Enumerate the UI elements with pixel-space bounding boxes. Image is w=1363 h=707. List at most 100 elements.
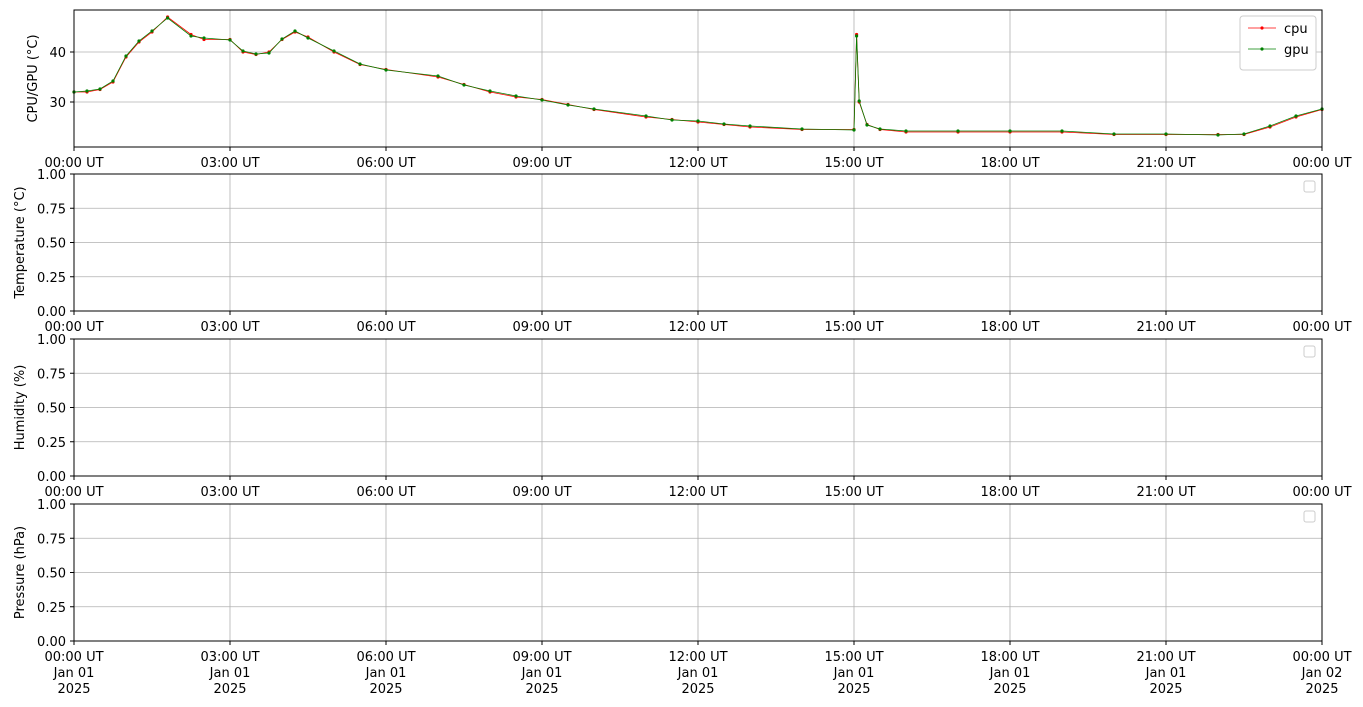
point — [852, 128, 856, 132]
point — [254, 52, 258, 56]
x-tick-label: 00:00 UT Jan 01 2025 — [44, 650, 103, 697]
x-tick-label: 06:00 UT — [356, 156, 415, 171]
point — [855, 34, 859, 38]
x-tick-label: 09:00 UT Jan 01 2025 — [512, 650, 571, 697]
y-tick-label: 0.75 — [37, 202, 66, 217]
y-tick-label: 0.25 — [37, 271, 66, 286]
point — [85, 89, 89, 93]
point — [514, 94, 518, 98]
y-tick-label: 40 — [49, 46, 66, 61]
y-axis-label: Pressure (hPa) — [13, 526, 28, 619]
point — [644, 114, 648, 118]
point — [150, 29, 154, 33]
y-tick-label: 0.75 — [37, 367, 66, 382]
x-tick-label: 15:00 UT Jan 01 2025 — [824, 650, 883, 697]
point — [1294, 114, 1298, 118]
point — [267, 51, 271, 55]
plot-frame — [73, 503, 1323, 642]
x-tick-label: 00:00 UT — [1292, 485, 1351, 500]
point — [166, 16, 170, 20]
point — [358, 62, 362, 66]
x-tick-label: 15:00 UT — [824, 156, 883, 171]
y-axis-label: Humidity (%) — [13, 365, 28, 451]
point — [280, 37, 284, 41]
point — [1008, 129, 1012, 133]
legend-marker — [1260, 47, 1264, 51]
x-tick-label: 18:00 UT — [980, 320, 1039, 335]
point — [241, 49, 245, 53]
point — [696, 119, 700, 123]
point — [202, 36, 206, 40]
x-tick-label: 18:00 UT — [980, 485, 1039, 500]
x-tick-label: 21:00 UT — [1136, 485, 1195, 500]
y-tick-label: 0.00 — [37, 305, 66, 320]
point — [332, 49, 336, 53]
x-tick-label: 12:00 UT — [668, 156, 727, 171]
plot-frame — [73, 9, 1323, 148]
point — [1268, 124, 1272, 128]
point — [137, 39, 141, 43]
y-tick-label: 30 — [49, 96, 66, 111]
point — [857, 99, 861, 103]
point — [956, 129, 960, 133]
y-tick-label: 0.00 — [37, 470, 66, 485]
x-tick-label: 21:00 UT Jan 01 2025 — [1136, 650, 1195, 697]
point — [436, 74, 440, 78]
x-tick-label: 00:00 UT — [1292, 156, 1351, 171]
x-tick-label: 15:00 UT — [824, 320, 883, 335]
point — [566, 103, 570, 107]
x-tick-label: 03:00 UT Jan 01 2025 — [200, 650, 259, 697]
point — [1060, 129, 1064, 133]
point — [592, 107, 596, 111]
point — [1112, 132, 1116, 136]
point — [124, 54, 128, 58]
x-tick-label: 21:00 UT — [1136, 320, 1195, 335]
x-tick-label: 12:00 UT — [668, 320, 727, 335]
point — [1216, 133, 1220, 137]
x-tick-label: 00:00 UT — [44, 485, 103, 500]
empty-legend — [1303, 510, 1316, 523]
point — [228, 38, 232, 42]
point — [1242, 132, 1246, 136]
plot-frame — [73, 173, 1323, 312]
x-tick-label: 18:00 UT Jan 01 2025 — [980, 650, 1039, 697]
x-tick-label: 09:00 UT — [512, 156, 571, 171]
point — [98, 87, 102, 91]
x-tick-label: 12:00 UT — [668, 485, 727, 500]
x-tick-label: 12:00 UT Jan 01 2025 — [668, 650, 727, 697]
point — [865, 123, 869, 127]
x-tick-label: 18:00 UT — [980, 156, 1039, 171]
y-tick-label: 0.75 — [37, 532, 66, 547]
point — [904, 129, 908, 133]
point — [111, 79, 115, 83]
x-tick-label: 21:00 UT — [1136, 156, 1195, 171]
x-tick-label: 03:00 UT — [200, 156, 259, 171]
point — [540, 98, 544, 102]
x-tick-label: 09:00 UT — [512, 320, 571, 335]
y-tick-label: 0.25 — [37, 436, 66, 451]
x-tick-label: 00:00 UT Jan 02 2025 — [1292, 650, 1351, 697]
point — [384, 68, 388, 72]
x-tick-label: 00:00 UT — [44, 320, 103, 335]
y-tick-label: 1.00 — [37, 333, 66, 348]
empty-legend — [1303, 345, 1316, 358]
y-tick-label: 0.25 — [37, 601, 66, 616]
x-tick-label: 06:00 UT — [356, 485, 415, 500]
x-tick-label: 06:00 UT — [356, 320, 415, 335]
point — [189, 34, 193, 38]
empty-legend — [1303, 180, 1316, 193]
y-tick-label: 0.50 — [37, 567, 66, 582]
y-tick-label: 1.00 — [37, 498, 66, 513]
x-tick-label: 09:00 UT — [512, 485, 571, 500]
point — [293, 29, 297, 33]
point — [878, 127, 882, 131]
y-tick-label: 0.00 — [37, 635, 66, 650]
legend-box — [1239, 15, 1317, 71]
point — [748, 124, 752, 128]
point — [722, 122, 726, 126]
x-tick-label: 03:00 UT — [200, 320, 259, 335]
legend-marker — [1260, 26, 1264, 30]
y-tick-label: 0.50 — [37, 237, 66, 252]
